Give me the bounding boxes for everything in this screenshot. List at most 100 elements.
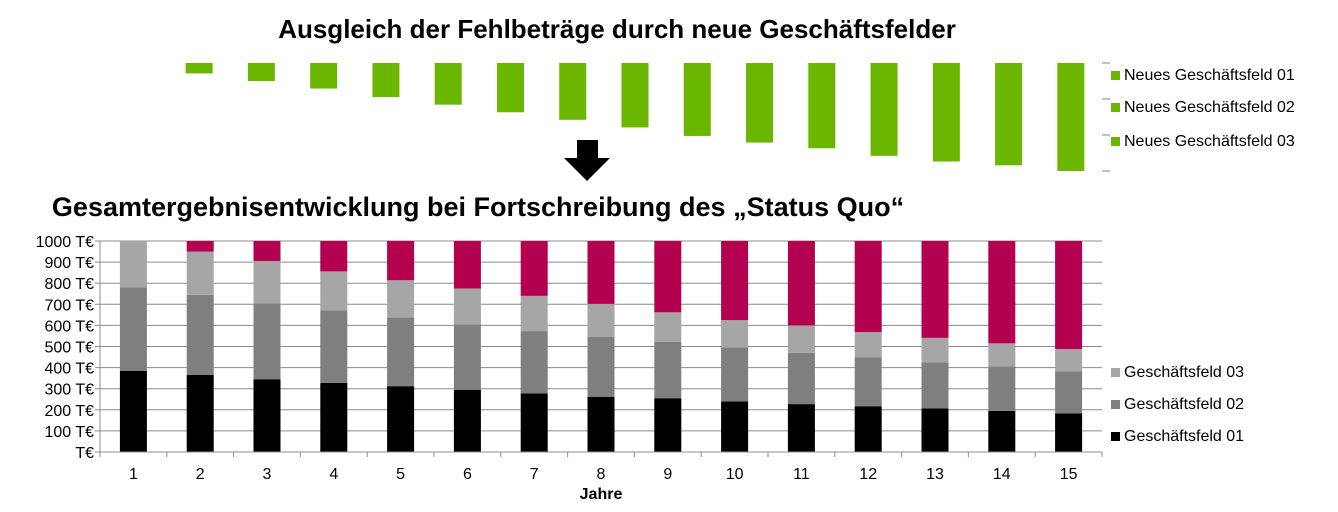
stacked-bar-segment [854, 357, 882, 407]
stacked-bar-segment [186, 251, 214, 295]
top-bar [621, 63, 649, 128]
stacked-bar-segment [387, 386, 415, 452]
stacked-bar-segment [854, 406, 882, 452]
x-axis-title: Jahre [580, 486, 623, 503]
x-tick-label: 15 [1060, 466, 1078, 483]
y-tick-label: 800 T€ [44, 276, 94, 293]
stacked-bar-segment [654, 398, 682, 452]
stacked-bar-segment [387, 317, 415, 387]
stacked-bar-segment [854, 241, 882, 333]
stacked-bar-segment [1055, 371, 1083, 414]
legend-swatch [1111, 432, 1120, 441]
x-tick-label: 14 [993, 466, 1011, 483]
down-arrow-icon [564, 140, 610, 181]
x-tick-label: 3 [263, 466, 272, 483]
stacked-bar-segment [320, 241, 348, 272]
stacked-bar-segment [1055, 349, 1083, 372]
stacked-bar-segment [520, 393, 548, 452]
x-tick-label: 10 [726, 466, 744, 483]
stacked-bar-segment [453, 288, 481, 325]
top-chart-legend: Neues Geschäftsfeld 01 Neues Geschäftsfel… [1102, 62, 1295, 172]
legend-label: Neues Geschäftsfeld 01 [1124, 67, 1295, 84]
stacked-bar-segment [320, 271, 348, 311]
stacked-bar-segment [453, 241, 481, 289]
stacked-bar-segment [787, 241, 815, 326]
y-tick-label: 500 T€ [44, 340, 94, 357]
stacked-bar-segment [988, 366, 1016, 411]
stacked-bar-segment [186, 294, 214, 375]
x-tick-label: 6 [463, 466, 472, 483]
y-tick-label: 200 T€ [44, 403, 94, 420]
legend-label: Geschäftsfeld 01 [1124, 428, 1244, 445]
top-bar [247, 63, 275, 81]
bottom-chart-title: Gesamtergebnisentwicklung bei Fortschrei… [52, 192, 904, 222]
stacked-bar-segment [988, 241, 1016, 344]
bottom-chart: T€ 100 T€ 200 T€ 300 T€ 400 T€ 500 T€ 600 T€ 70… [36, 234, 1103, 483]
stacked-bar-segment [520, 295, 548, 332]
top-bar [372, 63, 400, 98]
legend-swatch [1111, 71, 1120, 80]
stacked-bar-segment [721, 401, 749, 452]
stacked-bar-segment [119, 287, 147, 371]
x-tick-label: 2 [196, 466, 205, 483]
stacked-bar-segment [721, 347, 749, 402]
stacked-bar-segment [587, 396, 615, 452]
top-bar [310, 63, 338, 89]
y-tick-label: T€ [75, 445, 94, 462]
stacked-bar-segment [787, 352, 815, 405]
x-tick-label: 5 [396, 466, 405, 483]
stacked-bar-segment [520, 331, 548, 394]
y-tick-label: 400 T€ [44, 361, 94, 378]
legend-swatch [1111, 400, 1120, 409]
stacked-bar-segment [988, 410, 1016, 452]
x-tick-label: 12 [859, 466, 877, 483]
x-tick-label: 13 [926, 466, 944, 483]
x-tick-label: 11 [793, 466, 810, 483]
stacked-bar-segment [921, 362, 949, 409]
top-bar [434, 63, 462, 105]
stacked-bar-segment [787, 325, 815, 353]
stacked-bar-segment [320, 310, 348, 383]
stacked-bar-segment [186, 374, 214, 452]
top-bar [185, 63, 213, 74]
stacked-bar-segment [320, 382, 348, 452]
top-bar [496, 63, 524, 113]
stacked-bar-segment [253, 241, 281, 262]
stacked-bar-segment [654, 341, 682, 399]
top-bar [808, 63, 836, 149]
x-tick-label: 7 [530, 466, 539, 483]
bottom-chart-legend: Geschäftsfeld 03 Geschäftsfeld 02 Geschäft… [1111, 364, 1244, 445]
x-tick-label: 4 [329, 466, 338, 483]
y-tick-label: 300 T€ [44, 382, 94, 399]
legend-swatch [1111, 137, 1120, 146]
stacked-bar-segment [921, 337, 949, 363]
y-tick-label: 900 T€ [44, 255, 94, 272]
stacked-bar-segment [119, 241, 147, 288]
x-tick-label: 9 [663, 466, 672, 483]
top-bar [995, 63, 1023, 166]
legend-label: Neues Geschäftsfeld 02 [1124, 99, 1295, 116]
stacked-bar-segment [1055, 241, 1083, 350]
stacked-bar-segment [1055, 413, 1083, 452]
stacked-bar-segment [253, 379, 281, 452]
top-bar [559, 63, 587, 120]
stacked-bar-segment [654, 312, 682, 342]
top-chart-title: Ausgleich der Fehlbeträge durch neue Ges… [278, 14, 956, 44]
stacked-bar-segment [453, 324, 481, 390]
x-tick-label: 1 [129, 466, 138, 483]
stacked-bar-segment [854, 332, 882, 358]
stacked-bar-segment [520, 241, 548, 296]
stacked-bar-segment [721, 320, 749, 348]
y-tick-label: 1000 T€ [36, 234, 95, 251]
legend-label: Geschäftsfeld 03 [1124, 364, 1244, 381]
stacked-bar-segment [587, 337, 615, 397]
x-tick-label: 8 [597, 466, 606, 483]
legend-label: Geschäftsfeld 02 [1124, 396, 1244, 413]
legend-label: Neues Geschäftsfeld 03 [1124, 133, 1295, 150]
stacked-bar-segment [988, 343, 1016, 367]
legend-swatch [1111, 103, 1120, 112]
y-tick-label: 700 T€ [44, 297, 94, 314]
stacked-bar-segment [453, 389, 481, 452]
stacked-bar-segment [921, 241, 949, 338]
